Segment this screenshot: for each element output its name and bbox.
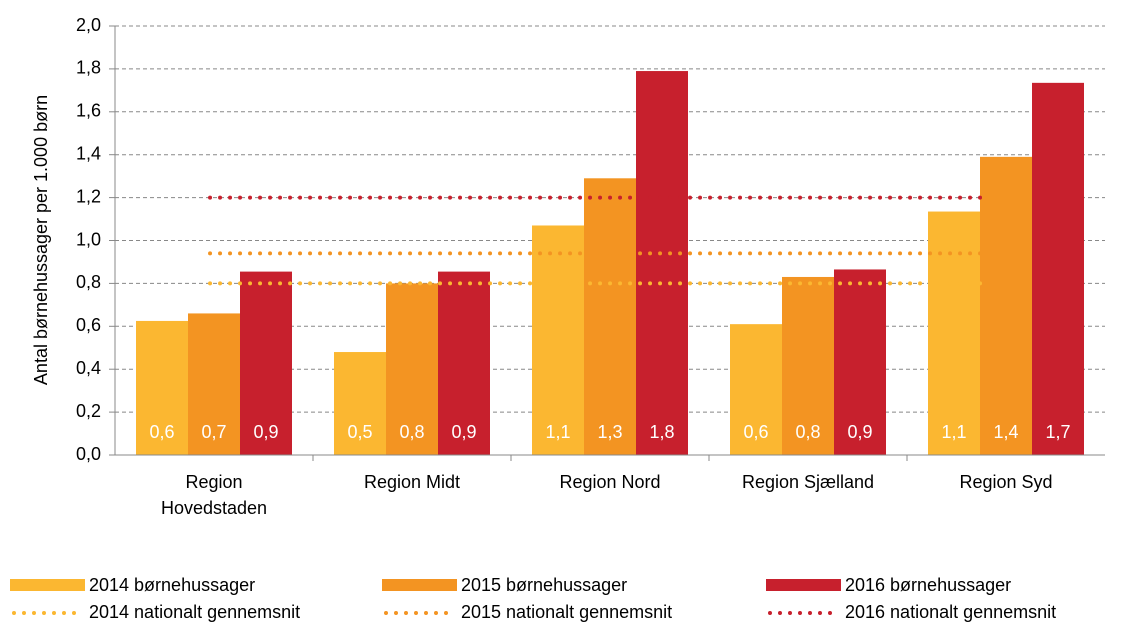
y-tick-label: 0,8 [76,272,101,292]
bar [730,324,782,455]
x-tick-label: Region Hovedstaden [161,472,267,518]
y-tick-label: 0,4 [76,358,101,378]
value-label: 0,6 [149,422,174,442]
value-label: 1,1 [941,422,966,442]
x-tick-label: Region Sjælland [742,472,874,492]
bar [438,271,490,455]
value-label: 0,9 [847,422,872,442]
y-tick-label: 0,0 [76,444,101,464]
bar [188,313,240,455]
bar [532,225,584,455]
legend-label: 2016 nationalt gennemsnit [845,602,1056,622]
y-tick-label: 1,6 [76,101,101,121]
bar [386,283,438,455]
x-tick-label: Region Syd [959,472,1052,492]
bar [584,178,636,456]
legend-label: 2014 børnehussager [89,575,255,595]
value-label: 0,9 [451,422,476,442]
bar [1032,82,1084,455]
legend-label: 2016 børnehussager [845,575,1011,595]
legend-label: 2015 børnehussager [461,575,627,595]
bar [240,271,292,455]
legend-label: 2015 nationalt gennemsnit [461,602,672,622]
y-tick-label: 1,2 [76,186,101,206]
bar [980,156,1032,455]
x-tick-label: Region Midt [364,472,460,492]
bar [782,276,834,455]
value-label: 1,8 [649,422,674,442]
y-tick-label: 0,6 [76,315,101,335]
value-label: 1,3 [597,422,622,442]
bar [334,352,386,455]
value-label: 0,5 [347,422,372,442]
value-label: 1,7 [1045,422,1070,442]
legend-swatch [766,579,841,591]
y-tick-label: 2,0 [76,15,101,35]
bar [136,320,188,455]
value-label: 1,1 [545,422,570,442]
y-tick-label: 1,0 [76,229,101,249]
value-label: 0,7 [201,422,226,442]
legend-swatch [10,579,85,591]
value-label: 0,8 [399,422,424,442]
bar [636,71,688,456]
value-label: 1,4 [993,422,1018,442]
x-tick-label: Region Nord [559,472,660,492]
value-label: 0,9 [253,422,278,442]
bar [928,211,980,455]
value-label: 0,6 [743,422,768,442]
y-tick-label: 0,2 [76,401,101,421]
legend-swatch [382,579,457,591]
bar [834,269,886,455]
y-tick-label: 1,8 [76,58,101,78]
y-axis-title: Antal børnehussager per 1.000 børn [31,95,51,385]
y-tick-label: 1,4 [76,143,101,163]
legend-label: 2014 nationalt gennemsnit [89,602,300,622]
value-label: 0,8 [795,422,820,442]
